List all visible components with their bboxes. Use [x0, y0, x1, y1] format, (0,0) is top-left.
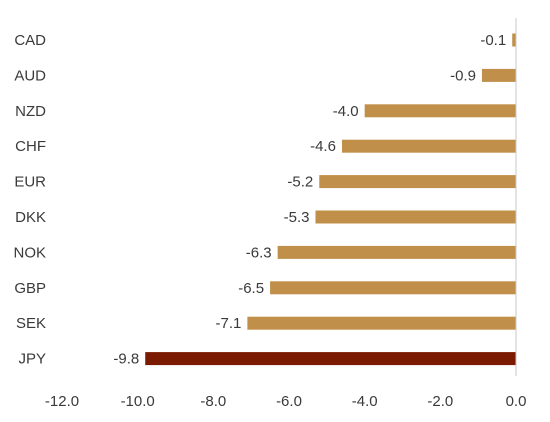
- data-label-dkk: -5.3: [284, 209, 310, 226]
- x-tick-label: -8.0: [200, 393, 226, 410]
- x-tick-label: -10.0: [121, 393, 155, 410]
- bar-nzd: [364, 104, 516, 118]
- x-tick-labels-group: -12.0 -10.0 -8.0 -6.0 -4.0 -2.0 0.0: [45, 393, 527, 410]
- bar-jpy: [145, 352, 516, 366]
- bar-sek: [247, 316, 516, 330]
- data-label-sek: -7.1: [216, 315, 242, 332]
- category-label-nzd: NZD: [15, 103, 46, 120]
- bar-dkk: [315, 210, 516, 224]
- category-label-aud: AUD: [14, 67, 46, 84]
- bar-aud: [481, 68, 516, 82]
- category-label-cad: CAD: [14, 32, 46, 49]
- data-label-gbp: -6.5: [238, 280, 264, 297]
- data-label-nok: -6.3: [246, 244, 272, 261]
- category-label-eur: EUR: [14, 174, 46, 191]
- data-label-nzd: -4.0: [333, 103, 359, 120]
- bar-cad: [512, 33, 516, 47]
- data-label-eur: -5.2: [287, 174, 313, 191]
- bar-eur: [319, 175, 516, 189]
- bar-chf: [341, 139, 516, 153]
- bar-gbp: [270, 281, 516, 295]
- category-label-jpy: JPY: [18, 351, 46, 368]
- data-labels-group: -0.1 -0.9 -4.0 -4.6 -5.2 -5.3 -6.3 -6.5 -7.1 -9.8: [113, 32, 506, 368]
- data-label-aud: -0.9: [450, 67, 476, 84]
- category-label-gbp: GBP: [14, 280, 46, 297]
- category-label-sek: SEK: [16, 315, 46, 332]
- x-tick-label: -2.0: [427, 393, 453, 410]
- x-tick-label: 0.0: [506, 393, 527, 410]
- data-label-chf: -4.6: [310, 138, 336, 155]
- bars-group: [145, 33, 516, 366]
- data-label-jpy: -9.8: [113, 351, 139, 368]
- category-label-chf: CHF: [15, 138, 46, 155]
- x-tick-label: -6.0: [276, 393, 302, 410]
- category-label-dkk: DKK: [15, 209, 46, 226]
- category-label-nok: NOK: [13, 244, 46, 261]
- data-label-cad: -0.1: [480, 32, 506, 49]
- x-tick-label: -4.0: [352, 393, 378, 410]
- x-tick-label: -12.0: [45, 393, 79, 410]
- bar-nok: [277, 245, 516, 259]
- category-labels-group: CAD AUD NZD CHF EUR DKK NOK GBP SEK JPY: [13, 32, 46, 368]
